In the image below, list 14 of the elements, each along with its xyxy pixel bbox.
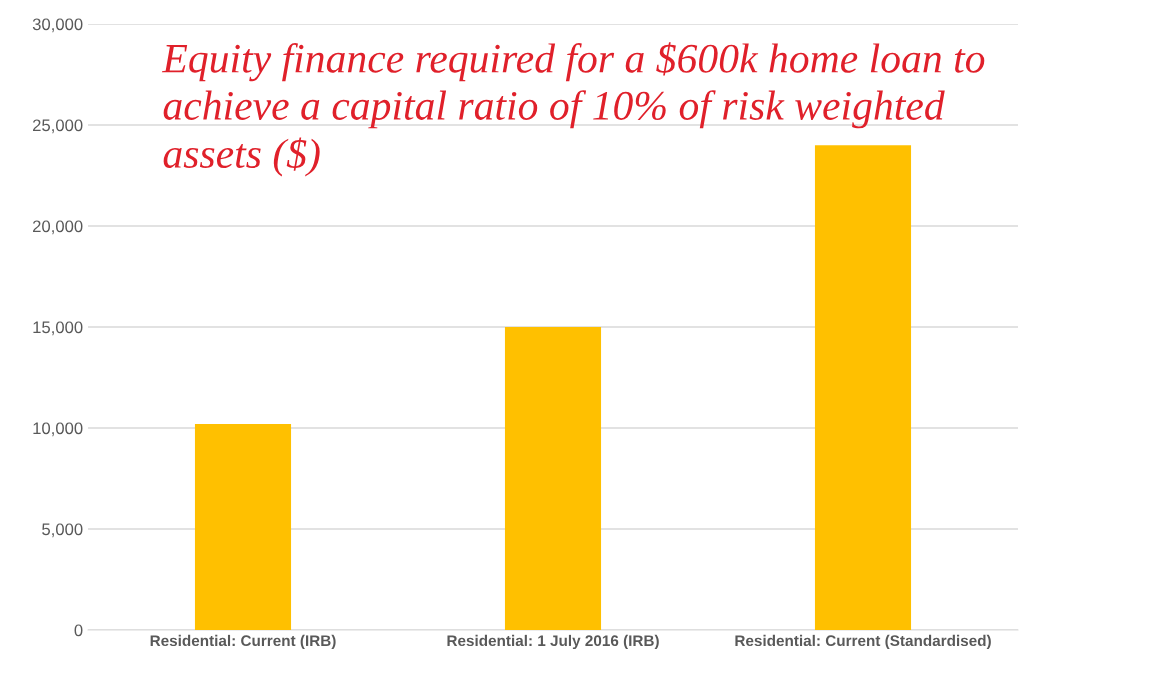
y-tick-label: 5,000 [42,523,83,538]
y-tick-label: 30,000 [32,18,83,33]
y-tick-label: 10,000 [33,422,83,437]
bar [504,327,602,630]
text: Equity finance required for a $600k home loan to achieve a capital ratio of 10% of risk weighted assets ($) [161,42,985,177]
x-tick-label: Residential: Current (IRB) [150,634,336,650]
bar [194,423,292,630]
x-tick-label: Residential: 1 July 2016 (IRB) [447,634,659,650]
y-tick-label: 15,000 [33,321,83,336]
y-tick-label: 25,000 [33,119,83,134]
y-tick-label: 0 [74,624,83,637]
x-tick-label: Residential: Current (Standardised) [735,634,991,650]
bar [814,145,912,630]
y-tick-label: 20,000 [33,220,83,235]
